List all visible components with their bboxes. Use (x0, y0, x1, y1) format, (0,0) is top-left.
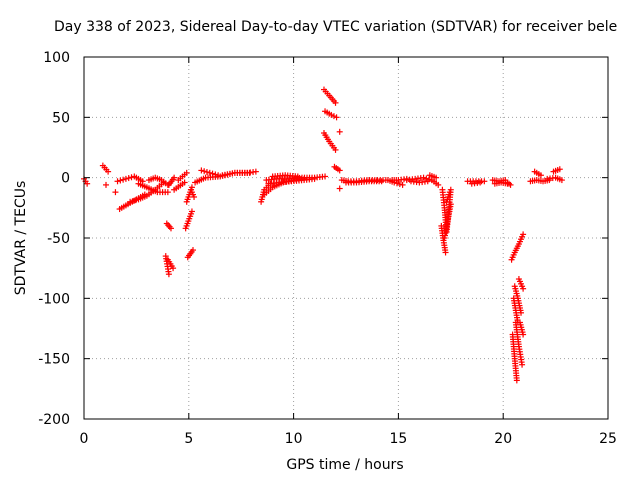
data-point (520, 285, 527, 292)
data-point (120, 176, 127, 183)
data-point (125, 175, 132, 182)
data-point (164, 189, 171, 196)
data-point (252, 168, 259, 175)
y-tick-label: -150 (38, 352, 70, 368)
data-point (399, 181, 406, 188)
data-point (322, 173, 329, 180)
data-point (433, 174, 440, 181)
data-point (127, 198, 134, 205)
data-point (442, 249, 449, 256)
x-tick-label: 0 (80, 431, 89, 447)
y-tick-label: -100 (38, 291, 70, 307)
axis-ticks: 0 5 10 15 20 25 100 50 0 -50 -100 -150 -200 (38, 50, 617, 447)
data-point (103, 181, 110, 188)
data-point (112, 189, 119, 196)
data-point (114, 178, 121, 185)
data-point (206, 169, 213, 176)
data-point (198, 167, 205, 174)
y-tick-label: 0 (61, 171, 70, 187)
data-point (513, 377, 520, 384)
data-point (447, 201, 454, 208)
data-points (81, 86, 565, 384)
data-point (518, 309, 525, 316)
data-point (477, 179, 484, 186)
data-point (333, 114, 340, 121)
data-point (129, 197, 136, 204)
data-point (336, 167, 343, 174)
data-point (519, 361, 526, 368)
data-point (336, 185, 343, 192)
data-point (507, 181, 514, 188)
data-point (183, 169, 190, 176)
data-point (520, 231, 527, 238)
data-point (537, 172, 544, 179)
data-point (171, 174, 178, 181)
x-tick-label: 5 (184, 431, 193, 447)
x-tick-label: 10 (285, 431, 303, 447)
data-point (394, 180, 401, 187)
grid (84, 57, 608, 419)
x-tick-label: 25 (599, 431, 617, 447)
data-point (117, 177, 124, 184)
data-point (423, 175, 430, 182)
data-point (209, 170, 216, 177)
data-point (332, 99, 339, 106)
data-point (167, 225, 174, 232)
y-tick-label: 50 (52, 110, 70, 126)
plot-frame (83, 56, 609, 420)
data-point (105, 168, 112, 175)
data-point (424, 178, 431, 185)
data-point (311, 175, 318, 182)
data-point (332, 146, 339, 153)
data-point (328, 111, 335, 118)
x-tick-label: 20 (494, 431, 512, 447)
data-point (396, 181, 403, 188)
data-point (188, 208, 195, 215)
chart-title: Day 338 of 2023, Sidereal Day-to-day VTE… (54, 19, 618, 35)
data-point (446, 189, 453, 196)
data-point (435, 181, 442, 188)
data-point (336, 128, 343, 135)
data-point (181, 179, 188, 186)
data-point (201, 168, 208, 175)
y-tick-label: -200 (38, 412, 70, 428)
data-point (191, 193, 198, 200)
data-point (122, 175, 129, 182)
data-point (481, 178, 488, 185)
data-point (420, 174, 427, 181)
data-point (189, 247, 196, 254)
data-point (132, 197, 139, 204)
data-point (165, 271, 172, 278)
data-point (84, 180, 91, 187)
data-point (520, 331, 527, 338)
data-point (558, 177, 565, 184)
data-point (212, 171, 219, 178)
x-axis-label: GPS time / hours (286, 457, 404, 473)
data-point (170, 265, 177, 272)
data-point (203, 169, 210, 176)
x-tick-label: 15 (389, 431, 407, 447)
y-tick-label: 100 (43, 50, 70, 66)
data-point (294, 173, 301, 180)
data-point (330, 113, 337, 120)
data-point (378, 178, 385, 185)
data-point (556, 166, 563, 173)
y-tick-label: -50 (47, 231, 70, 247)
